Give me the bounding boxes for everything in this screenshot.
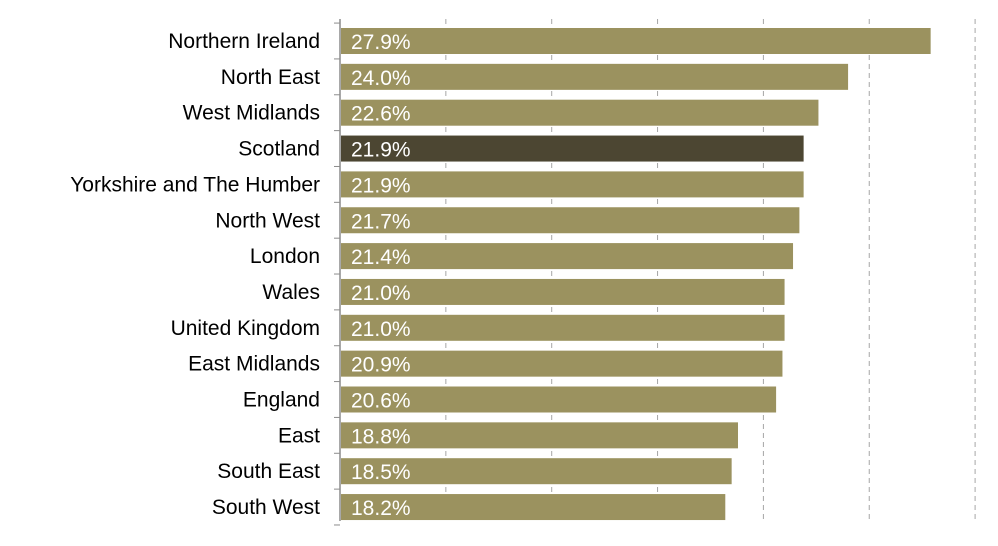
category-label-east: East <box>278 424 320 447</box>
data-label-northern-ireland: 27.9% <box>351 31 411 54</box>
data-label-north-east: 24.0% <box>351 67 411 90</box>
category-label-scotland: Scotland <box>238 138 320 161</box>
data-label-united-kingdom: 21.0% <box>351 318 411 341</box>
bar-south-west <box>341 494 726 521</box>
category-label-england: England <box>243 389 320 412</box>
data-label-scotland: 21.9% <box>351 139 411 162</box>
data-label-london: 21.4% <box>351 246 411 269</box>
data-label-england: 20.6% <box>351 390 411 413</box>
bar-london <box>341 243 794 270</box>
bar-wales <box>341 278 785 305</box>
bar-yorkshire-and-the-humber <box>341 171 804 198</box>
data-label-east: 18.8% <box>351 425 411 448</box>
bar-scotland <box>341 135 804 162</box>
bar-north-east <box>341 63 849 90</box>
bar-west-midlands <box>341 99 819 126</box>
category-label-united-kingdom: United Kingdom <box>171 317 320 340</box>
category-label-south-east: South East <box>217 460 320 483</box>
category-label-yorkshire-and-the-humber: Yorkshire and The Humber <box>70 173 320 196</box>
bar-north-west <box>341 207 800 234</box>
data-label-east-midlands: 20.9% <box>351 354 411 377</box>
category-label-east-midlands: East Midlands <box>188 353 320 376</box>
category-label-wales: Wales <box>262 281 320 304</box>
category-label-north-west: North West <box>215 209 320 232</box>
data-label-west-midlands: 22.6% <box>351 103 411 126</box>
category-label-south-west: South West <box>212 496 320 519</box>
bar-east <box>341 422 738 449</box>
data-label-south-east: 18.5% <box>351 461 411 484</box>
bar-east-midlands <box>341 350 783 377</box>
bar-united-kingdom <box>341 314 785 341</box>
category-label-north-east: North East <box>221 66 320 89</box>
data-label-yorkshire-and-the-humber: 21.9% <box>351 174 411 197</box>
bar-england <box>341 386 777 413</box>
category-label-northern-ireland: Northern Ireland <box>168 30 320 53</box>
category-label-london: London <box>250 245 320 268</box>
data-label-north-west: 21.7% <box>351 210 411 233</box>
data-label-south-west: 18.2% <box>351 497 411 520</box>
bar-south-east <box>341 458 732 485</box>
data-label-wales: 21.0% <box>351 282 411 305</box>
category-label-west-midlands: West Midlands <box>183 102 320 125</box>
bar-northern-ireland <box>341 28 931 54</box>
